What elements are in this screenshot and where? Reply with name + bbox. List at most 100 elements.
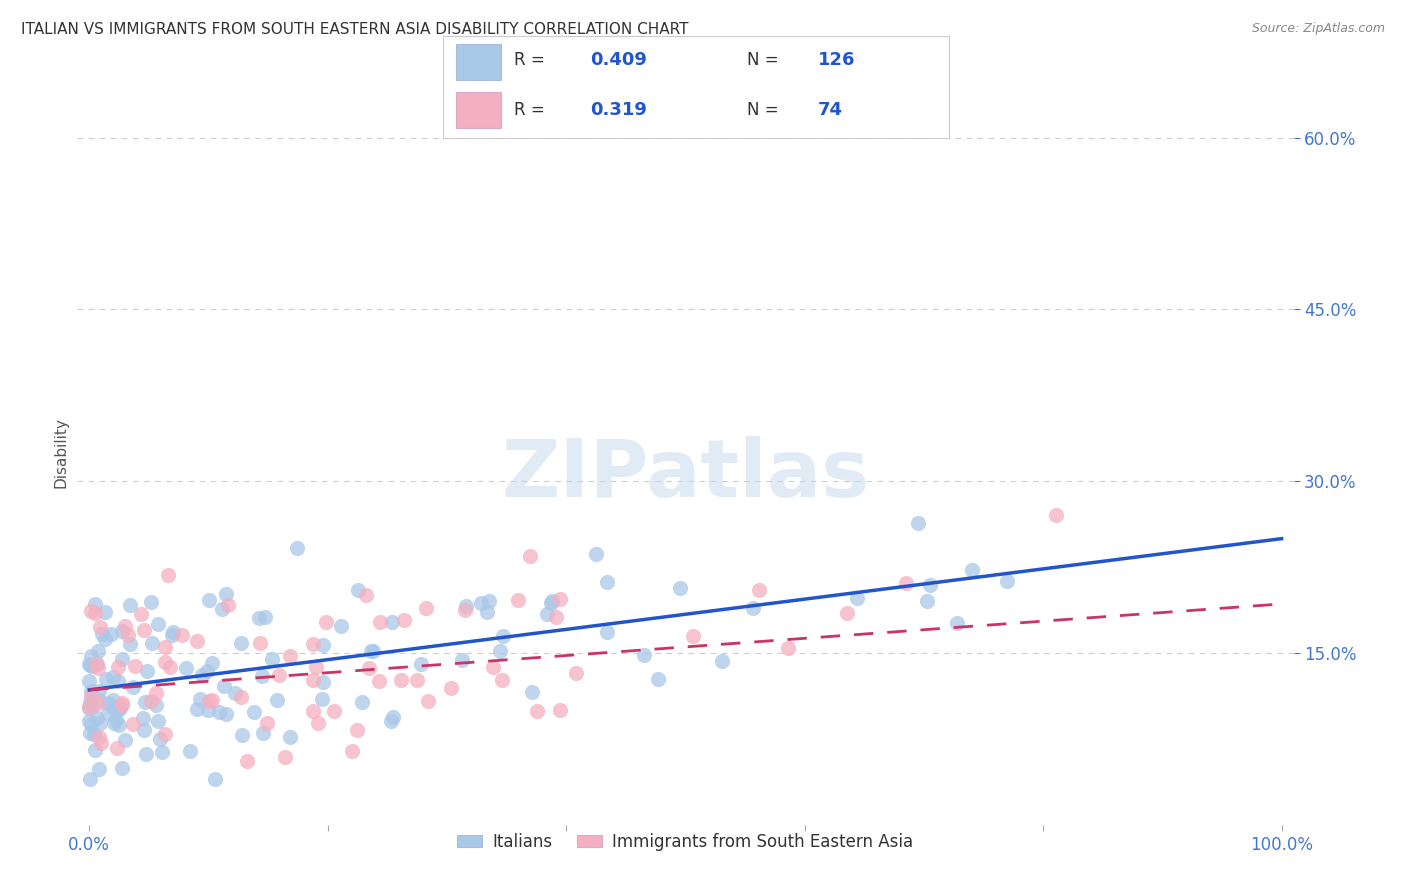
Point <box>86 711 108 725</box>
Point <box>546 610 568 624</box>
Point <box>312 675 335 690</box>
Point <box>347 583 370 598</box>
Point <box>139 595 162 609</box>
Text: 126: 126 <box>817 52 855 70</box>
Point <box>470 596 492 610</box>
Point <box>211 601 233 615</box>
Point <box>87 693 110 707</box>
Point <box>540 596 562 610</box>
Point <box>89 716 111 731</box>
Point <box>915 593 938 607</box>
Point <box>80 716 103 731</box>
Point <box>250 668 273 682</box>
Point <box>191 668 214 682</box>
Point <box>894 576 917 591</box>
Point <box>254 610 277 624</box>
Point <box>79 696 101 710</box>
Point <box>995 574 1018 588</box>
Point <box>315 615 337 629</box>
Point <box>482 660 505 674</box>
Point <box>596 575 619 590</box>
Point <box>329 618 352 632</box>
Point <box>201 656 224 670</box>
Point <box>188 692 211 706</box>
Point <box>134 695 156 709</box>
Point <box>141 694 163 708</box>
Point <box>111 652 134 666</box>
Point <box>918 578 941 592</box>
Point <box>77 657 100 671</box>
Point <box>105 740 128 755</box>
Point <box>710 654 733 668</box>
Bar <box>456 44 501 79</box>
Point <box>83 727 105 741</box>
Point <box>132 623 155 637</box>
Point <box>80 604 103 618</box>
Point <box>416 694 439 708</box>
Point <box>107 703 129 717</box>
Point <box>84 598 107 612</box>
Point <box>520 685 543 699</box>
Point <box>235 754 257 768</box>
Text: R =: R = <box>513 52 544 70</box>
Point <box>266 693 288 707</box>
Text: 74: 74 <box>817 101 842 119</box>
Point <box>101 693 124 707</box>
Point <box>153 726 176 740</box>
Point <box>79 725 101 739</box>
Point <box>157 567 180 582</box>
Point <box>267 668 290 682</box>
Point <box>252 726 274 740</box>
Point <box>489 643 512 657</box>
Point <box>548 703 571 717</box>
Point <box>84 657 107 671</box>
Text: N =: N = <box>747 52 778 70</box>
Point <box>84 607 107 621</box>
Point <box>87 684 110 698</box>
Point <box>380 714 402 728</box>
Point <box>124 659 146 673</box>
Point <box>491 673 513 687</box>
Point <box>224 685 246 699</box>
Point <box>548 592 571 607</box>
Point <box>519 549 541 564</box>
Point <box>86 657 108 671</box>
Point <box>217 598 239 612</box>
Point <box>945 615 967 630</box>
Point <box>835 606 858 620</box>
Point <box>633 648 655 662</box>
Point <box>94 672 117 686</box>
Point <box>146 714 169 728</box>
Point <box>198 593 221 607</box>
Point <box>111 696 134 710</box>
Point <box>117 628 139 642</box>
Point <box>229 690 252 704</box>
Point <box>108 718 131 732</box>
Point <box>82 659 104 673</box>
Point <box>682 629 704 643</box>
Text: ITALIAN VS IMMIGRANTS FROM SOUTH EASTERN ASIA DISABILITY CORRELATION CHART: ITALIAN VS IMMIGRANTS FROM SOUTH EASTERN… <box>21 22 689 37</box>
Point <box>302 637 325 651</box>
Point <box>108 701 131 715</box>
Point <box>368 673 391 688</box>
Point <box>135 747 157 761</box>
Point <box>131 711 153 725</box>
Point <box>322 704 344 718</box>
Point <box>526 704 548 718</box>
Point <box>105 713 128 727</box>
Point <box>186 633 208 648</box>
Point <box>960 563 983 577</box>
Point <box>79 701 101 715</box>
Point <box>79 772 101 787</box>
Point <box>174 661 197 675</box>
Point <box>121 716 143 731</box>
Point <box>215 587 238 601</box>
Point <box>94 605 117 619</box>
Point <box>79 684 101 698</box>
Point <box>596 624 619 639</box>
Point <box>91 626 114 640</box>
Point <box>146 617 169 632</box>
Point <box>121 680 143 694</box>
Point <box>748 582 770 597</box>
Point <box>242 705 264 719</box>
